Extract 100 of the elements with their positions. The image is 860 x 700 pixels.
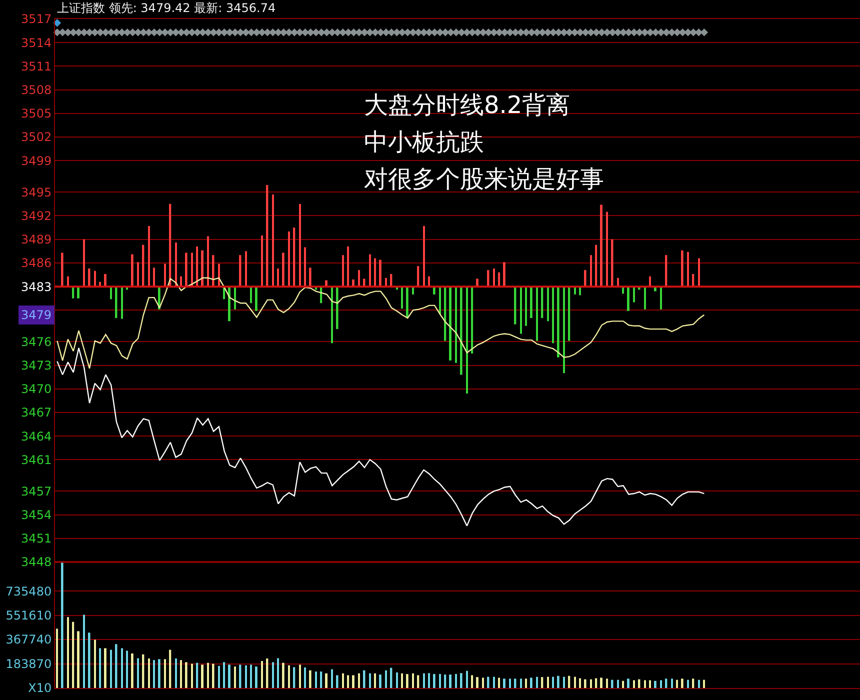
bar xyxy=(665,678,668,688)
bar xyxy=(358,673,360,688)
y-tick-label: 3489 xyxy=(21,232,52,247)
bar xyxy=(671,678,673,688)
y-tick-label: 3467 xyxy=(21,406,52,420)
bar xyxy=(185,662,188,688)
y-tick-label: 3508 xyxy=(21,83,52,98)
bar xyxy=(611,239,614,287)
bar xyxy=(61,252,64,287)
bar xyxy=(369,673,371,688)
bar xyxy=(56,628,58,688)
bar xyxy=(153,268,155,287)
bar xyxy=(379,260,382,287)
annotation: 中小板抗跌 xyxy=(364,128,484,156)
bar xyxy=(579,678,581,688)
bar xyxy=(606,678,608,688)
bar xyxy=(131,254,134,287)
bar xyxy=(255,286,258,311)
bar xyxy=(568,676,570,688)
bar xyxy=(449,674,452,688)
bar xyxy=(374,673,376,688)
bar xyxy=(660,286,662,310)
bar xyxy=(563,676,565,688)
bar xyxy=(158,659,160,688)
bar xyxy=(245,251,247,287)
bar xyxy=(466,670,468,688)
bar xyxy=(293,667,296,688)
bar xyxy=(245,665,247,688)
bar xyxy=(633,680,635,688)
bar xyxy=(94,640,96,688)
y-tick-label: 3476 xyxy=(21,334,52,349)
bar xyxy=(61,562,64,688)
bar xyxy=(175,242,177,287)
bar xyxy=(525,286,527,326)
bar xyxy=(207,236,209,287)
bar xyxy=(660,680,662,688)
y-tick-label: 3470 xyxy=(21,382,52,396)
bar xyxy=(509,678,511,688)
bar xyxy=(239,664,242,688)
bar xyxy=(401,673,403,688)
bar xyxy=(77,286,80,298)
bar xyxy=(255,666,258,688)
bar xyxy=(336,286,338,330)
bar xyxy=(444,674,446,688)
bar xyxy=(552,286,554,344)
y-tick-label: 3502 xyxy=(21,130,52,144)
bar xyxy=(498,272,500,287)
y-tick-label: 3454 xyxy=(21,508,52,522)
bar xyxy=(325,673,328,688)
bar xyxy=(439,286,441,314)
bar xyxy=(234,286,236,310)
bar xyxy=(449,286,452,361)
bar xyxy=(627,678,630,688)
bar xyxy=(99,648,102,688)
y-tick-label: 3514 xyxy=(21,36,52,50)
bar xyxy=(428,673,430,688)
bar xyxy=(498,678,500,688)
bar xyxy=(358,270,360,287)
bar xyxy=(471,286,474,354)
bar xyxy=(698,258,700,287)
bar xyxy=(595,244,598,287)
bar xyxy=(654,680,656,688)
bar xyxy=(83,239,85,287)
bar xyxy=(681,250,684,287)
bar xyxy=(541,677,544,688)
bar xyxy=(557,676,560,688)
bar xyxy=(110,286,112,300)
bar xyxy=(342,255,344,287)
bar xyxy=(347,246,350,287)
bar xyxy=(180,660,182,688)
bar xyxy=(342,673,344,688)
bar xyxy=(482,678,484,688)
bar xyxy=(293,228,296,287)
bar xyxy=(584,679,586,688)
annotation: 对很多个股来说是好事 xyxy=(364,165,604,193)
bar xyxy=(288,231,290,287)
bar xyxy=(185,252,188,287)
bar xyxy=(309,670,312,688)
bar xyxy=(126,650,128,688)
bar xyxy=(633,286,635,302)
y-tick-label: 3505 xyxy=(21,106,52,121)
bar xyxy=(282,662,284,688)
bar xyxy=(110,650,112,688)
bar xyxy=(622,680,624,688)
y-tick-label: 3499 xyxy=(21,154,52,168)
bar xyxy=(347,675,350,688)
bar xyxy=(412,673,414,688)
y-tick-label: 3464 xyxy=(21,429,52,444)
bar xyxy=(568,286,570,341)
bar xyxy=(617,680,619,688)
y-tick-label: 3451 xyxy=(21,532,52,546)
bar xyxy=(590,255,592,287)
bar xyxy=(148,658,150,688)
bar xyxy=(417,675,420,688)
bar xyxy=(272,662,274,688)
bar xyxy=(315,672,317,688)
y-tick-label: 551610 xyxy=(6,608,52,622)
bar xyxy=(94,270,96,287)
bar xyxy=(476,677,478,688)
y-tick-label: 3511 xyxy=(21,59,52,74)
